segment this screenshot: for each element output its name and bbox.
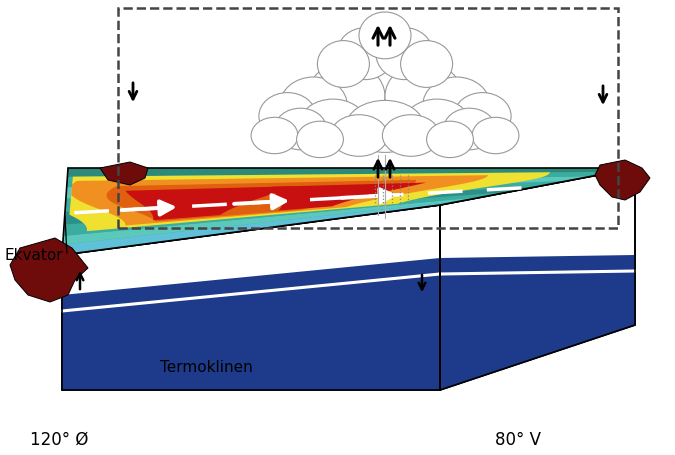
Polygon shape	[272, 182, 426, 211]
Ellipse shape	[330, 115, 387, 157]
Ellipse shape	[443, 108, 495, 150]
Polygon shape	[440, 255, 635, 390]
Polygon shape	[595, 160, 650, 200]
Text: 80° V: 80° V	[495, 431, 541, 449]
Polygon shape	[62, 258, 440, 390]
Bar	[118, 8, 618, 228]
Polygon shape	[62, 168, 635, 255]
Polygon shape	[68, 168, 635, 177]
Polygon shape	[63, 197, 483, 244]
Ellipse shape	[337, 28, 394, 80]
Ellipse shape	[359, 12, 411, 59]
Polygon shape	[64, 187, 537, 225]
Polygon shape	[107, 180, 416, 222]
Ellipse shape	[307, 63, 385, 130]
Ellipse shape	[385, 63, 463, 130]
Ellipse shape	[279, 77, 348, 134]
Polygon shape	[126, 186, 295, 220]
Polygon shape	[72, 175, 488, 226]
Ellipse shape	[275, 108, 327, 150]
Polygon shape	[10, 238, 88, 302]
Polygon shape	[62, 201, 464, 255]
Polygon shape	[63, 192, 508, 236]
Ellipse shape	[404, 99, 470, 146]
Text: 120° Ø: 120° Ø	[30, 431, 88, 449]
Ellipse shape	[427, 121, 473, 157]
Ellipse shape	[376, 28, 433, 80]
Polygon shape	[100, 162, 148, 185]
Ellipse shape	[423, 77, 490, 134]
Polygon shape	[440, 168, 635, 390]
Text: Termoklinen: Termoklinen	[160, 360, 252, 375]
Ellipse shape	[346, 101, 424, 152]
Ellipse shape	[296, 121, 344, 157]
Ellipse shape	[400, 40, 453, 87]
Polygon shape	[66, 176, 592, 198]
Polygon shape	[70, 172, 550, 231]
Ellipse shape	[335, 48, 435, 131]
Polygon shape	[62, 205, 440, 390]
Ellipse shape	[259, 93, 316, 139]
Ellipse shape	[251, 117, 298, 154]
Ellipse shape	[317, 40, 369, 87]
Polygon shape	[65, 181, 567, 212]
Ellipse shape	[383, 115, 439, 157]
Ellipse shape	[300, 99, 365, 146]
Ellipse shape	[454, 93, 511, 139]
Polygon shape	[67, 172, 616, 187]
Ellipse shape	[472, 117, 519, 154]
Text: Ekvator: Ekvator	[5, 248, 63, 263]
